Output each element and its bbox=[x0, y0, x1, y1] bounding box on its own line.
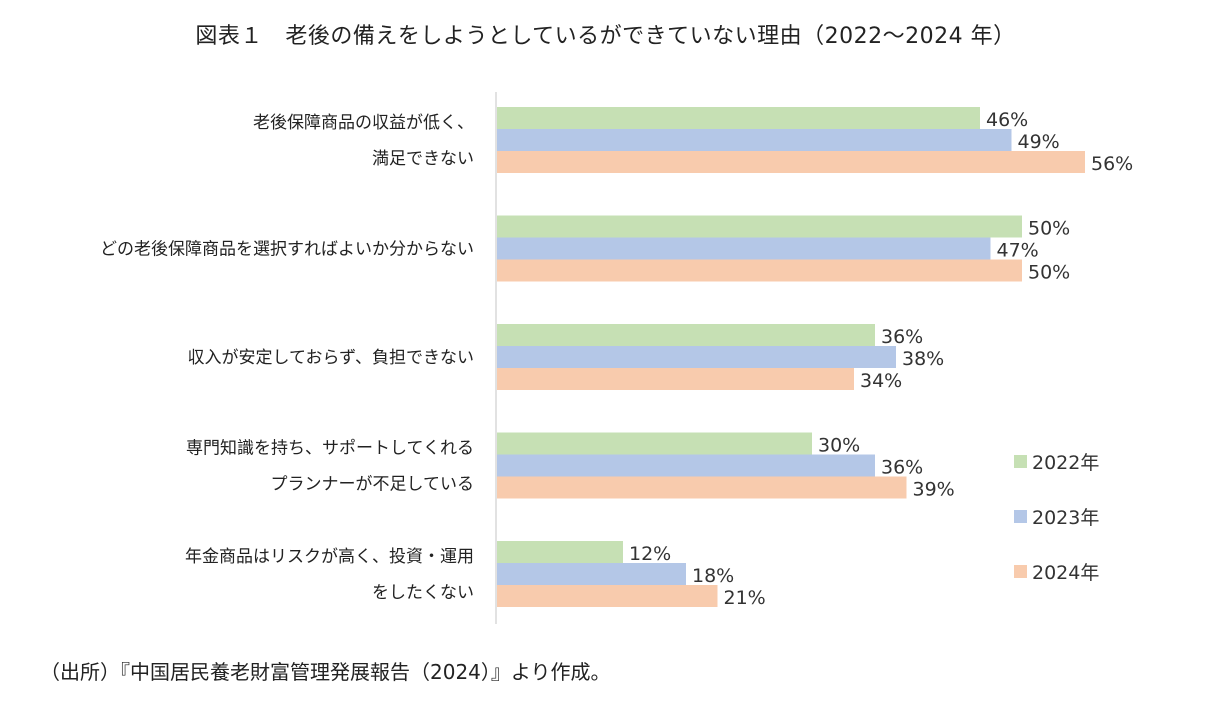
legend-swatch bbox=[1014, 455, 1027, 468]
legend-entry: 2022年 bbox=[1032, 452, 1099, 474]
category-label: プランナーが不足している bbox=[271, 475, 475, 495]
bar bbox=[497, 454, 875, 477]
bar bbox=[497, 324, 875, 346]
bar bbox=[497, 476, 907, 499]
value-label: 39% bbox=[913, 479, 955, 501]
bar bbox=[497, 541, 623, 563]
category-label: をしたくない bbox=[372, 583, 474, 603]
bar bbox=[497, 259, 1022, 282]
bar bbox=[497, 237, 991, 260]
value-label: 50% bbox=[1028, 262, 1070, 284]
bar bbox=[497, 368, 854, 390]
value-label: 18% bbox=[692, 565, 734, 587]
bar bbox=[497, 129, 1012, 151]
legend-entry: 2023年 bbox=[1032, 507, 1099, 529]
bar bbox=[497, 563, 686, 585]
value-label: 56% bbox=[1091, 153, 1133, 175]
legend-swatch bbox=[1014, 565, 1027, 578]
value-label: 50% bbox=[1028, 218, 1070, 240]
legend: 2022年 2023年 2024年 bbox=[1014, 452, 1099, 584]
category-label: 年金商品はリスクが高く、投資・運用 bbox=[185, 547, 474, 567]
value-labels-group: 46%49%56%50%47%50%36%38%34%30%36%39%12%1… bbox=[629, 109, 1133, 609]
bar bbox=[497, 346, 896, 368]
legend-entry: 2024年 bbox=[1032, 562, 1099, 584]
bars-group bbox=[497, 107, 1085, 607]
source-note: （出所）『中国居民養老財富管理発展報告（2024）』より作成。 bbox=[40, 660, 611, 684]
chart-title: 図表１ 老後の備えをしようとしているができていない理由（2022～2024 年） bbox=[195, 24, 1016, 49]
value-label: 36% bbox=[881, 457, 923, 479]
value-label: 12% bbox=[629, 543, 671, 565]
category-labels-group: 老後保障商品の収益が低く、満足できないどの老後保障商品を選択すればよいか分からな… bbox=[100, 113, 474, 603]
bar bbox=[497, 215, 1022, 238]
category-label: 満足できない bbox=[372, 149, 474, 169]
value-label: 47% bbox=[997, 240, 1039, 262]
legend-swatch bbox=[1014, 510, 1027, 523]
category-label: 収入が安定しておらず、負担できない bbox=[188, 348, 474, 368]
bar bbox=[497, 585, 718, 607]
value-label: 46% bbox=[986, 109, 1028, 131]
value-label: 36% bbox=[881, 326, 923, 348]
category-label: 老後保障商品の収益が低く、 bbox=[253, 113, 474, 133]
value-label: 30% bbox=[818, 435, 860, 457]
value-label: 49% bbox=[1018, 131, 1060, 153]
category-label: どの老後保障商品を選択すればよいか分からない bbox=[100, 240, 474, 260]
bar bbox=[497, 151, 1085, 173]
bar bbox=[497, 432, 812, 455]
value-label: 34% bbox=[860, 370, 902, 392]
value-label: 38% bbox=[902, 348, 944, 370]
value-label: 21% bbox=[724, 587, 766, 609]
bar bbox=[497, 107, 980, 129]
category-label: 専門知識を持ち、サポートしてくれる bbox=[186, 439, 474, 459]
